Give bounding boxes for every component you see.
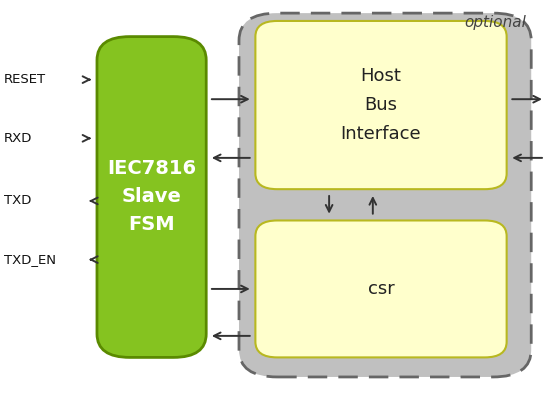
Text: csr: csr xyxy=(368,280,394,298)
Text: Host
Bus
Interface: Host Bus Interface xyxy=(341,67,421,143)
Text: TXD: TXD xyxy=(4,194,31,207)
FancyBboxPatch shape xyxy=(255,21,507,189)
Text: IEC7816
Slave
FSM: IEC7816 Slave FSM xyxy=(107,160,196,234)
FancyBboxPatch shape xyxy=(239,13,531,377)
Text: RXD: RXD xyxy=(4,132,32,145)
FancyBboxPatch shape xyxy=(97,37,206,357)
Text: optional: optional xyxy=(464,15,526,30)
FancyBboxPatch shape xyxy=(255,221,507,357)
Text: RESET: RESET xyxy=(4,73,46,86)
Text: TXD_EN: TXD_EN xyxy=(4,253,56,266)
